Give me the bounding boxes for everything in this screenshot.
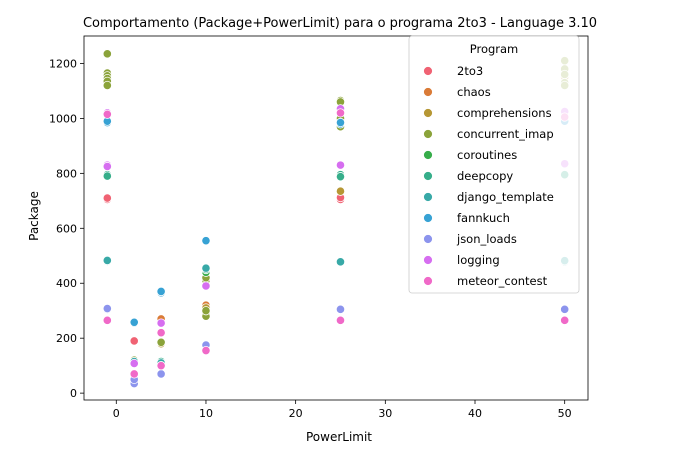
data-point bbox=[201, 306, 211, 316]
y-tick-label: 1000 bbox=[49, 112, 77, 125]
data-point bbox=[102, 49, 112, 59]
data-point bbox=[335, 315, 346, 325]
data-point bbox=[102, 255, 112, 266]
y-tick-label: 400 bbox=[56, 277, 77, 290]
data-point bbox=[156, 328, 166, 338]
legend-entry: logging bbox=[457, 253, 500, 267]
x-tick-label: 30 bbox=[378, 407, 392, 420]
legend-entry: django_template bbox=[457, 190, 554, 204]
data-point bbox=[102, 315, 112, 325]
data-point bbox=[102, 109, 112, 119]
x-tick-label: 0 bbox=[113, 407, 120, 420]
legend-entry: comprehensions bbox=[457, 106, 552, 120]
data-point bbox=[560, 315, 570, 325]
data-point bbox=[102, 193, 112, 203]
legend-marker bbox=[423, 66, 433, 76]
data-point bbox=[201, 263, 211, 273]
data-point bbox=[335, 160, 346, 170]
legend-marker bbox=[423, 276, 433, 286]
data-point bbox=[102, 161, 112, 172]
legend-entry: 2to3 bbox=[457, 64, 483, 78]
x-tick-label: 10 bbox=[199, 407, 213, 420]
data-point bbox=[335, 186, 346, 196]
data-point bbox=[156, 361, 166, 371]
legend-marker bbox=[423, 213, 433, 223]
plot-frame bbox=[83, 35, 589, 401]
legend-marker bbox=[423, 234, 433, 244]
legend-marker bbox=[423, 171, 433, 181]
data-point bbox=[156, 369, 166, 379]
legend: Program 2to3 chaos comprehensions concurren… bbox=[408, 35, 580, 294]
legend-marker bbox=[423, 87, 433, 97]
data-point bbox=[335, 172, 346, 182]
data-point bbox=[129, 336, 139, 346]
legend-frame bbox=[408, 35, 580, 294]
data-point bbox=[102, 80, 112, 91]
x-axis-ticks: 0 10 20 30 40 50 bbox=[113, 400, 572, 420]
legend-marker bbox=[423, 129, 433, 139]
data-point bbox=[335, 257, 346, 267]
legend-entry: chaos bbox=[457, 85, 491, 99]
y-axis-label: Package bbox=[27, 191, 41, 241]
y-tick-label: 800 bbox=[56, 167, 77, 180]
legend-entry: meteor_contest bbox=[457, 274, 548, 288]
legend-entry: json_loads bbox=[456, 232, 517, 246]
data-point bbox=[201, 281, 211, 291]
y-tick-label: 0 bbox=[70, 387, 77, 400]
data-point bbox=[156, 337, 166, 347]
data-point bbox=[129, 317, 139, 327]
legend-entry: coroutines bbox=[457, 148, 517, 162]
data-point bbox=[129, 358, 139, 369]
y-axis-ticks: 0 200 400 600 800 1000 1200 bbox=[49, 57, 84, 400]
data-point bbox=[129, 369, 139, 379]
data-point bbox=[156, 286, 166, 297]
data-point bbox=[335, 108, 346, 118]
data-point bbox=[335, 304, 346, 314]
x-axis-label: PowerLimit bbox=[306, 430, 372, 444]
x-tick-label: 40 bbox=[468, 407, 482, 420]
data-point bbox=[156, 318, 166, 328]
legend-entry: concurrent_imap bbox=[457, 127, 554, 141]
legend-title: Program bbox=[470, 42, 519, 56]
legend-marker bbox=[423, 150, 433, 160]
legend-marker bbox=[423, 192, 433, 202]
data-point bbox=[201, 345, 211, 356]
data-point bbox=[335, 117, 346, 128]
y-tick-label: 1200 bbox=[49, 57, 77, 70]
chart-title: Comportamento (Package+PowerLimit) para … bbox=[83, 16, 597, 31]
x-tick-label: 50 bbox=[558, 407, 572, 420]
data-point bbox=[560, 304, 570, 314]
legend-entry: fannkuch bbox=[457, 211, 510, 225]
data-point bbox=[102, 171, 112, 181]
data-point bbox=[201, 236, 211, 246]
x-tick-label: 20 bbox=[289, 407, 303, 420]
y-tick-label: 200 bbox=[56, 332, 77, 345]
legend-marker bbox=[423, 108, 433, 118]
y-tick-label: 600 bbox=[56, 222, 77, 235]
data-point bbox=[102, 303, 112, 314]
legend-entry: deepcopy bbox=[457, 169, 513, 183]
legend-marker bbox=[423, 255, 433, 265]
